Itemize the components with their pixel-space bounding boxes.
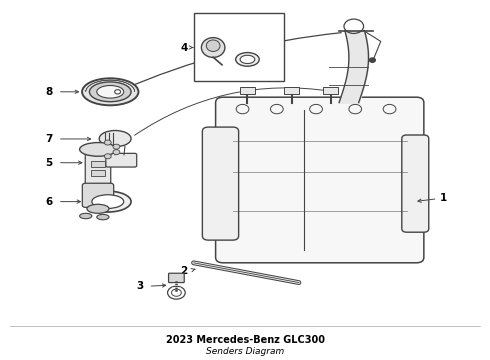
- FancyBboxPatch shape: [106, 153, 137, 167]
- Circle shape: [115, 90, 121, 94]
- FancyBboxPatch shape: [169, 273, 184, 283]
- Text: 4: 4: [180, 42, 188, 53]
- Ellipse shape: [99, 130, 131, 147]
- Bar: [323, 87, 338, 94]
- Bar: [240, 87, 255, 94]
- Text: 7: 7: [45, 134, 53, 144]
- Ellipse shape: [87, 204, 109, 213]
- Bar: [91, 161, 105, 167]
- Circle shape: [369, 58, 375, 62]
- Ellipse shape: [201, 37, 225, 57]
- Bar: [194, 13, 284, 81]
- FancyBboxPatch shape: [402, 135, 429, 232]
- Bar: [91, 170, 105, 176]
- FancyBboxPatch shape: [216, 97, 424, 263]
- Ellipse shape: [82, 78, 138, 105]
- Ellipse shape: [89, 82, 131, 102]
- Text: 2: 2: [180, 266, 187, 276]
- Ellipse shape: [206, 40, 220, 51]
- Text: 5: 5: [46, 158, 52, 168]
- Ellipse shape: [79, 213, 92, 219]
- Ellipse shape: [84, 191, 131, 212]
- Circle shape: [104, 154, 111, 159]
- Circle shape: [113, 150, 120, 155]
- FancyBboxPatch shape: [85, 148, 111, 187]
- Ellipse shape: [240, 55, 255, 63]
- Text: 6: 6: [46, 197, 52, 207]
- FancyBboxPatch shape: [202, 127, 239, 240]
- Text: Senders Diagram: Senders Diagram: [206, 346, 284, 356]
- Text: 1: 1: [440, 193, 447, 203]
- Ellipse shape: [97, 214, 109, 220]
- Text: 3: 3: [136, 281, 143, 291]
- FancyBboxPatch shape: [82, 183, 114, 207]
- Circle shape: [104, 140, 111, 145]
- Bar: [284, 87, 299, 94]
- Text: 2023 Mercedes-Benz GLC300: 2023 Mercedes-Benz GLC300: [166, 335, 324, 345]
- Ellipse shape: [92, 195, 123, 208]
- Ellipse shape: [79, 143, 117, 156]
- Text: 8: 8: [46, 87, 52, 97]
- Circle shape: [113, 144, 120, 149]
- Ellipse shape: [97, 85, 123, 98]
- Ellipse shape: [236, 53, 259, 66]
